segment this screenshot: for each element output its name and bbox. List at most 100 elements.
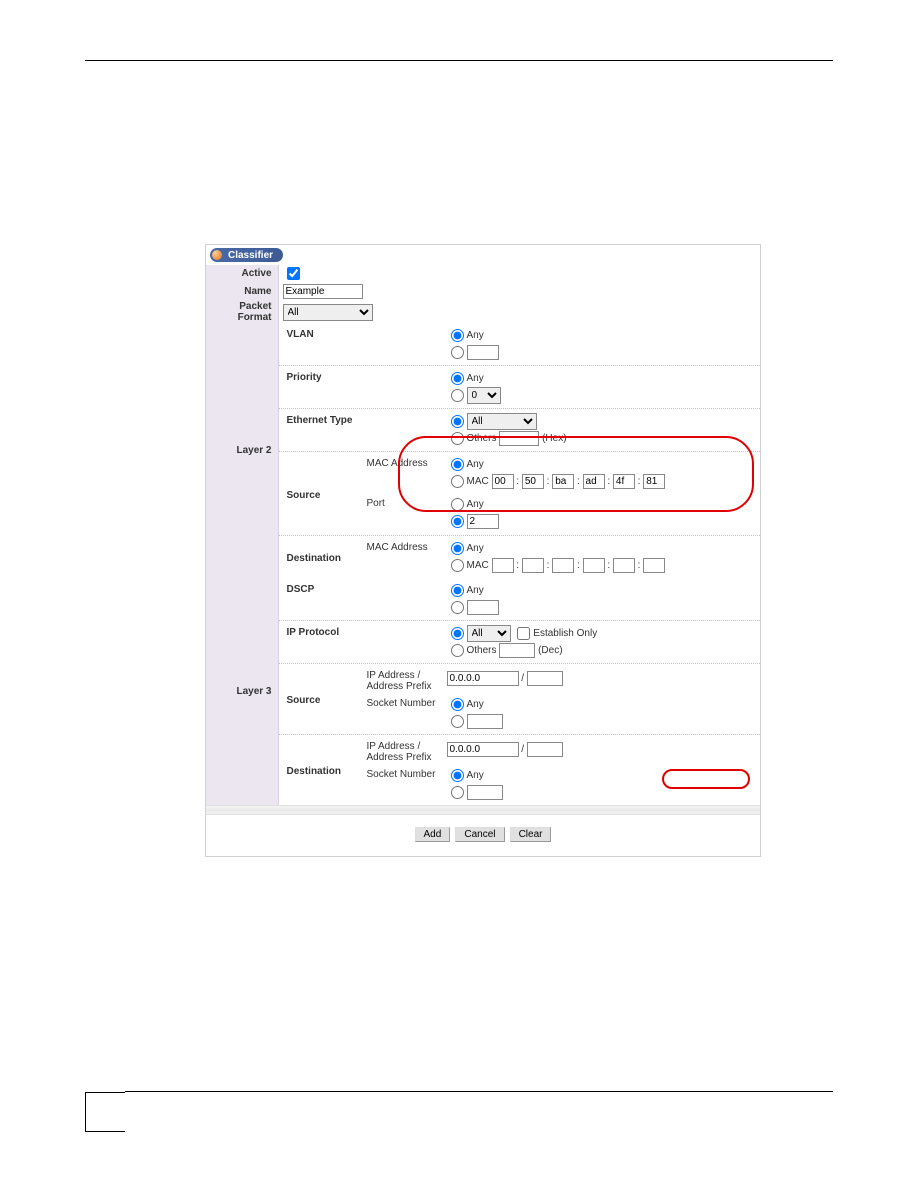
active-checkbox[interactable] [287,267,300,280]
label-mac-addr-dst: MAC Address [367,538,445,576]
button-bar: Add Cancel Clear [206,815,760,856]
label-mac-addr-src: MAC Address [367,454,445,492]
ipp-select[interactable]: All [467,625,511,642]
panel-header: Classifier [206,245,760,265]
establish-checkbox[interactable] [517,627,530,640]
dstmac-4[interactable] [613,558,635,573]
srcmac-any-radio[interactable] [451,458,464,471]
label-ipaddr-src: IP Address /Address Prefix [367,666,445,692]
label-dest-l2: Destination [281,538,365,576]
dstmac-mac-radio[interactable] [451,559,464,572]
srcmac-1[interactable] [522,474,544,489]
ipp-others-label: Others [467,645,497,656]
ipp-others-radio[interactable] [451,644,464,657]
srcmac-4[interactable] [613,474,635,489]
label-dest-l3: Destination [281,737,365,803]
srcmac-0[interactable] [492,474,514,489]
cancel-button[interactable]: Cancel [455,827,504,842]
prio-any-radio[interactable] [451,372,464,385]
label-ipaddr-dst: IP Address /Address Prefix [367,737,445,763]
srcport-val-radio[interactable] [451,515,464,528]
label-socket-dst: Socket Number [367,765,445,803]
eth-select[interactable]: All [467,413,537,430]
footer-rule [125,1091,833,1092]
top-rule [85,60,833,61]
eth-all-radio[interactable] [451,415,464,428]
add-button[interactable]: Add [415,827,451,842]
src-ip-input[interactable] [447,671,519,686]
prio-any-label: Any [467,373,484,384]
dstmac-any-label: Any [467,543,484,554]
label-socket-src: Socket Number [367,694,445,732]
prio-select[interactable]: 0 [467,387,501,404]
label-layer2: Layer 2 [206,323,278,578]
dstsock-any-radio[interactable] [451,769,464,782]
eth-others-label: Others [467,433,497,444]
dst-ip-input[interactable] [447,742,519,757]
dstsock-input[interactable] [467,785,503,800]
dst-prefix-input[interactable] [527,742,563,757]
dstmac-0[interactable] [492,558,514,573]
classifier-panel: Classifier Active Name Packet Format All [205,244,761,857]
dec-label: (Dec) [538,645,562,656]
label-source-l3: Source [281,666,365,732]
srcsock-input[interactable] [467,714,503,729]
name-input[interactable] [283,284,363,299]
label-layer3: Layer 3 [206,578,278,805]
vlan-input[interactable] [467,345,499,360]
dstmac-2[interactable] [552,558,574,573]
dstmac-mac-label: MAC [467,560,489,571]
dstsock-val-radio[interactable] [451,786,464,799]
dstmac-1[interactable] [522,558,544,573]
title-pill: Classifier [210,248,283,262]
srcsock-any-label: Any [467,699,484,710]
ipp-others-input[interactable] [499,643,535,658]
label-ipproto: IP Protocol [281,623,365,661]
panel-title: Classifier [228,250,273,261]
hex-label: (Hex) [542,433,566,444]
prio-value-radio[interactable] [451,389,464,402]
srcport-any-label: Any [467,499,484,510]
vlan-value-radio[interactable] [451,346,464,359]
spacer-bar [206,805,760,815]
dscp-input[interactable] [467,600,499,615]
srcmac-2[interactable] [552,474,574,489]
eth-others-input[interactable] [499,431,539,446]
srcmac-5[interactable] [643,474,665,489]
ipp-all-radio[interactable] [451,627,464,640]
srcsock-val-radio[interactable] [451,715,464,728]
vlan-any-label: Any [467,330,484,341]
dstmac-any-radio[interactable] [451,542,464,555]
label-active: Active [206,265,278,282]
dscp-any-radio[interactable] [451,584,464,597]
srcmac-3[interactable] [583,474,605,489]
form-table: Active Name Packet Format All Layer 2 [206,265,760,805]
label-ethtype: Ethernet Type [281,411,365,449]
dstmac-5[interactable] [643,558,665,573]
dscp-any-label: Any [467,585,484,596]
srcmac-mac-radio[interactable] [451,475,464,488]
dscp-val-radio[interactable] [451,601,464,614]
label-name: Name [206,282,278,301]
label-source-l2: Source [281,454,365,532]
label-dscp: DSCP [281,580,365,618]
srcsock-any-radio[interactable] [451,698,464,711]
establish-label: Establish Only [533,628,597,639]
packet-format-select[interactable]: All [283,304,373,321]
label-vlan: VLAN [281,325,365,363]
srcport-any-radio[interactable] [451,498,464,511]
label-port-src: Port [367,494,445,532]
vlan-any-radio[interactable] [451,329,464,342]
eth-others-radio[interactable] [451,432,464,445]
ball-icon [212,250,222,260]
dstmac-3[interactable] [583,558,605,573]
clear-button[interactable]: Clear [510,827,552,842]
src-prefix-input[interactable] [527,671,563,686]
srcmac-mac-label: MAC [467,476,489,487]
page-number-box [85,1092,125,1132]
dstsock-any-label: Any [467,770,484,781]
label-priority: Priority [281,368,365,406]
srcport-input[interactable] [467,514,499,529]
label-packet-format: Packet Format [206,301,278,323]
srcmac-any-label: Any [467,459,484,470]
